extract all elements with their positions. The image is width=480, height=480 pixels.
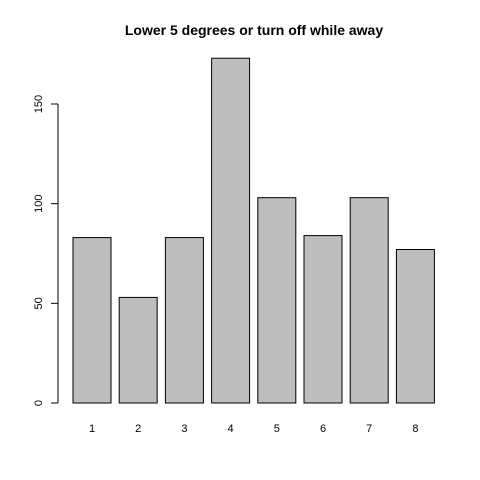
- x-tick-label-2: 2: [135, 423, 141, 435]
- x-tick-labels: 1 2 3 4 5 6 7 8: [89, 423, 419, 435]
- y-tick-label: 0: [33, 400, 45, 406]
- bar-6: [304, 236, 342, 403]
- bar-3: [165, 238, 203, 403]
- x-tick-label-1: 1: [89, 423, 95, 435]
- x-tick-label-7: 7: [366, 423, 372, 435]
- y-tick-label: 150: [33, 95, 45, 113]
- x-tick-label-6: 6: [320, 423, 326, 435]
- y-axis: 0 50 100 150: [33, 95, 58, 406]
- bar-1: [73, 238, 111, 403]
- bars: [73, 58, 434, 403]
- x-tick-label-8: 8: [412, 423, 418, 435]
- chart-title: Lower 5 degrees or turn off while away: [125, 22, 383, 38]
- bar-4: [212, 58, 250, 403]
- y-tick-label: 50: [33, 297, 45, 309]
- bar-2: [119, 297, 157, 403]
- bar-5: [258, 198, 296, 403]
- y-tick-label: 100: [33, 194, 45, 212]
- bar-8: [396, 250, 434, 404]
- bar-7: [350, 198, 388, 403]
- x-tick-label-4: 4: [228, 423, 234, 435]
- x-tick-label-3: 3: [181, 423, 187, 435]
- x-tick-label-5: 5: [274, 423, 280, 435]
